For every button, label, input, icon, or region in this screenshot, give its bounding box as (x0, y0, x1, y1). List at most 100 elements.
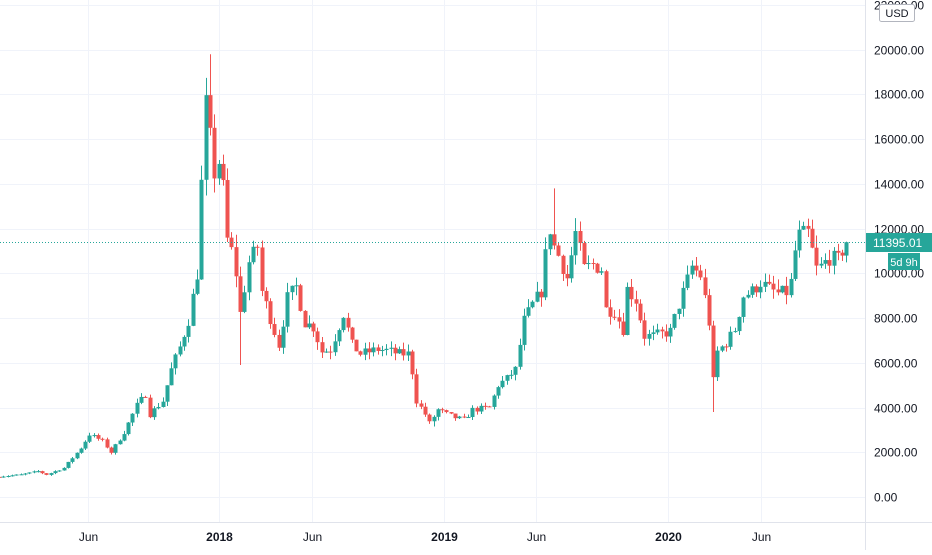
price-axis[interactable]: 0.002000.004000.006000.008000.0010000.00… (874, 0, 924, 505)
candle-up (526, 299, 531, 318)
candle-body (690, 265, 695, 275)
candle-down (105, 437, 110, 449)
candle-down (354, 339, 359, 352)
candle-body (118, 440, 123, 445)
candle-body (449, 412, 454, 414)
candle-body (6, 476, 11, 478)
candle-down (767, 274, 772, 285)
candle-body (152, 408, 157, 418)
candle-body (836, 250, 841, 253)
last-price-label: 11395.01 (873, 236, 922, 250)
candle-body (492, 395, 497, 407)
candle-up (363, 342, 368, 361)
time-axis[interactable]: Jun 2018 Jun 2019 Jun 2020 Jun (79, 530, 771, 544)
candle-body (789, 278, 794, 296)
candle-body (255, 246, 260, 248)
candle-up (569, 246, 574, 283)
candle-up (715, 346, 720, 381)
candle-up (87, 432, 92, 444)
candle-up (513, 366, 518, 381)
candle-down (483, 402, 488, 410)
candle-body (49, 473, 54, 475)
candle-up (737, 316, 742, 336)
candle-body (500, 380, 505, 388)
candle-body (565, 274, 570, 279)
candle-body (298, 285, 303, 311)
candle-body (285, 292, 290, 327)
candle-up (496, 385, 501, 399)
candle-down (806, 218, 811, 238)
candle-up (505, 374, 510, 385)
candle-down (268, 298, 273, 329)
candle-body (337, 330, 342, 342)
candle-down (561, 254, 566, 282)
candle-up (801, 221, 806, 231)
candle-up (49, 472, 54, 476)
candle-body (651, 332, 656, 334)
candle-body (333, 341, 338, 353)
candle-up (337, 328, 342, 347)
candle-up (186, 319, 191, 343)
candle-body (453, 413, 458, 419)
candle-up (324, 348, 329, 353)
candle-body (277, 334, 282, 348)
candle-up (548, 233, 553, 256)
candle-body (582, 243, 587, 265)
candle-down (277, 329, 282, 351)
countdown-tag: 5d 9h (888, 253, 920, 270)
candle-body (810, 228, 815, 248)
candle-up (152, 406, 157, 420)
candle-body (518, 344, 523, 367)
candle-body (728, 331, 733, 347)
candle-body (268, 301, 273, 325)
time-tick-label: 2020 (655, 530, 682, 544)
candle-up (750, 283, 755, 298)
candle-up (677, 308, 682, 320)
candle-down (840, 249, 845, 261)
candle-body (393, 347, 398, 354)
candle-down (475, 406, 480, 415)
candle-down (453, 413, 458, 421)
candle-down (634, 290, 639, 312)
candle-down (427, 413, 432, 424)
candle-body (801, 225, 806, 230)
candle-down (358, 350, 363, 357)
candle-down (40, 470, 45, 475)
candle-body (83, 441, 88, 449)
candle-up (509, 369, 514, 380)
candle-up (389, 341, 394, 357)
candle-body (703, 277, 708, 296)
candle-down (303, 310, 308, 328)
candle-down (320, 336, 325, 359)
candle-up (844, 241, 849, 263)
candle-down (604, 269, 609, 308)
candle-up (432, 415, 437, 427)
candle-body (754, 286, 759, 293)
candle-body (315, 331, 320, 343)
candle-body (410, 351, 415, 375)
candle-body (354, 339, 359, 352)
time-tick-label: Jun (752, 530, 771, 544)
candle-body (376, 347, 381, 351)
candle-up (832, 247, 837, 275)
candle-up (75, 452, 80, 460)
currency-badge[interactable]: USD (879, 4, 915, 22)
candle-body (217, 163, 222, 179)
candle-body (324, 351, 329, 353)
candle-body (126, 422, 131, 435)
candle-up (36, 469, 41, 473)
candle-down (629, 279, 634, 307)
candle-body (328, 351, 333, 353)
candle-down (711, 320, 716, 413)
candle-up (647, 329, 652, 346)
candle-body (444, 410, 449, 413)
candle-body (509, 374, 514, 376)
candle-body (122, 434, 127, 441)
candle-up (672, 313, 677, 330)
candle-body (543, 249, 548, 298)
candle-down (264, 287, 269, 309)
candle-up (79, 447, 84, 454)
candle-body (483, 405, 488, 407)
